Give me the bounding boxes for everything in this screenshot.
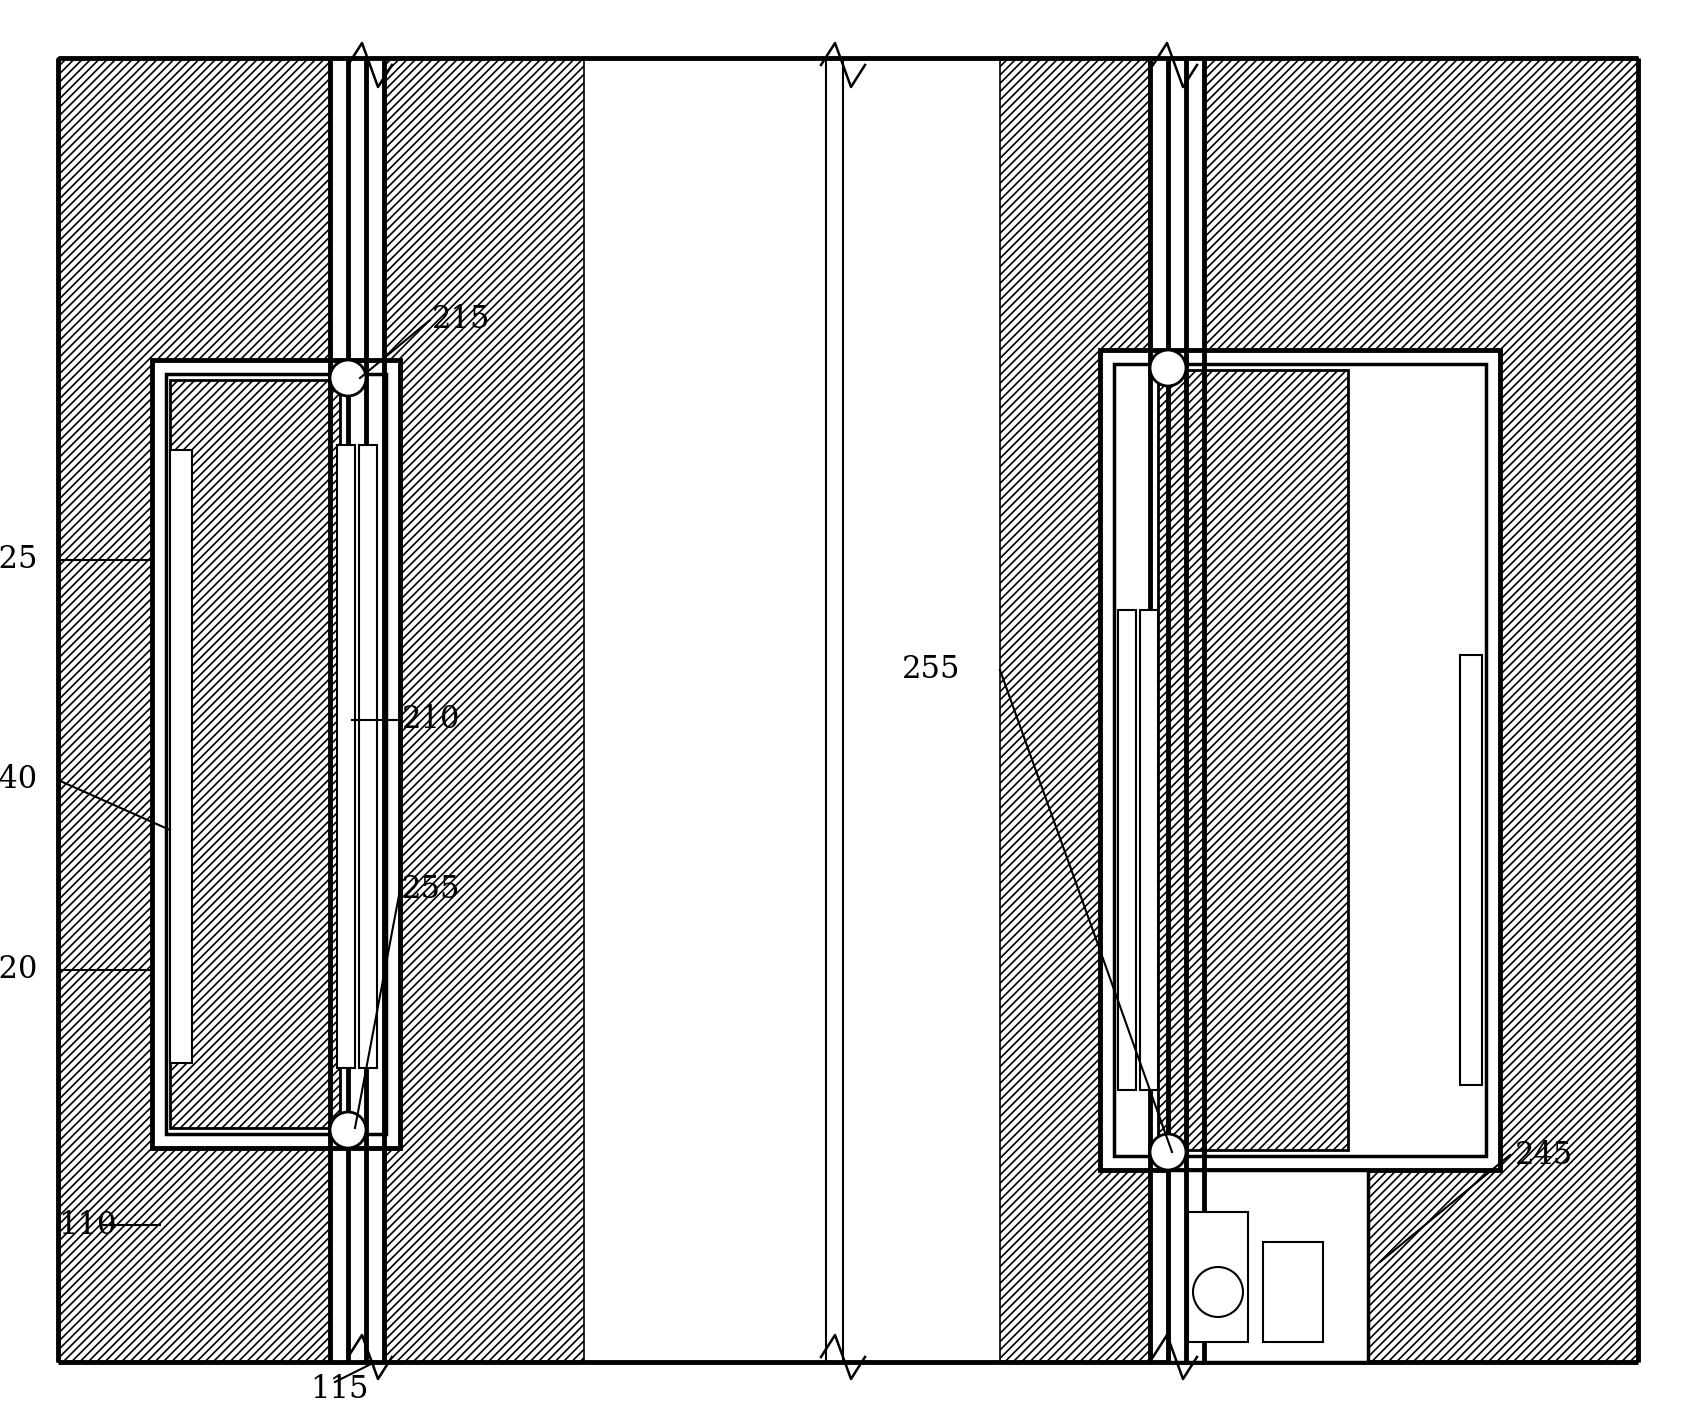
Bar [1204,58,1638,1362]
Text: 240: 240 [0,764,37,795]
Bar [170,381,339,1127]
Text: 220: 220 [0,954,37,985]
Bar [1114,364,1486,1156]
Bar [1150,58,1204,1362]
Bar [1101,349,1499,1170]
Bar [338,444,354,1068]
Bar [1158,371,1348,1150]
Circle shape [1150,349,1186,386]
Circle shape [331,1112,366,1147]
Circle shape [1192,1267,1243,1316]
Text: 215: 215 [432,304,490,335]
Bar [1118,611,1136,1091]
Text: 210: 210 [402,704,460,736]
Bar [1264,1242,1323,1342]
Text: 255: 255 [402,875,461,906]
Bar [1140,611,1158,1091]
Bar [1169,1170,1369,1362]
Circle shape [331,361,366,396]
Bar [1460,655,1482,1085]
Bar [166,373,387,1135]
Bar [1001,58,1150,1362]
Bar [170,450,192,1064]
Text: 110: 110 [58,1210,117,1241]
Bar [153,361,400,1147]
Bar [360,444,377,1068]
Text: 225: 225 [0,544,37,575]
Text: 255: 255 [902,655,960,686]
Circle shape [1150,1135,1186,1170]
Bar [58,58,331,1362]
Text: 115: 115 [310,1375,368,1406]
Bar [383,58,583,1362]
Bar [1187,1213,1248,1342]
Text: 245: 245 [1515,1139,1574,1170]
Bar [331,58,383,1362]
